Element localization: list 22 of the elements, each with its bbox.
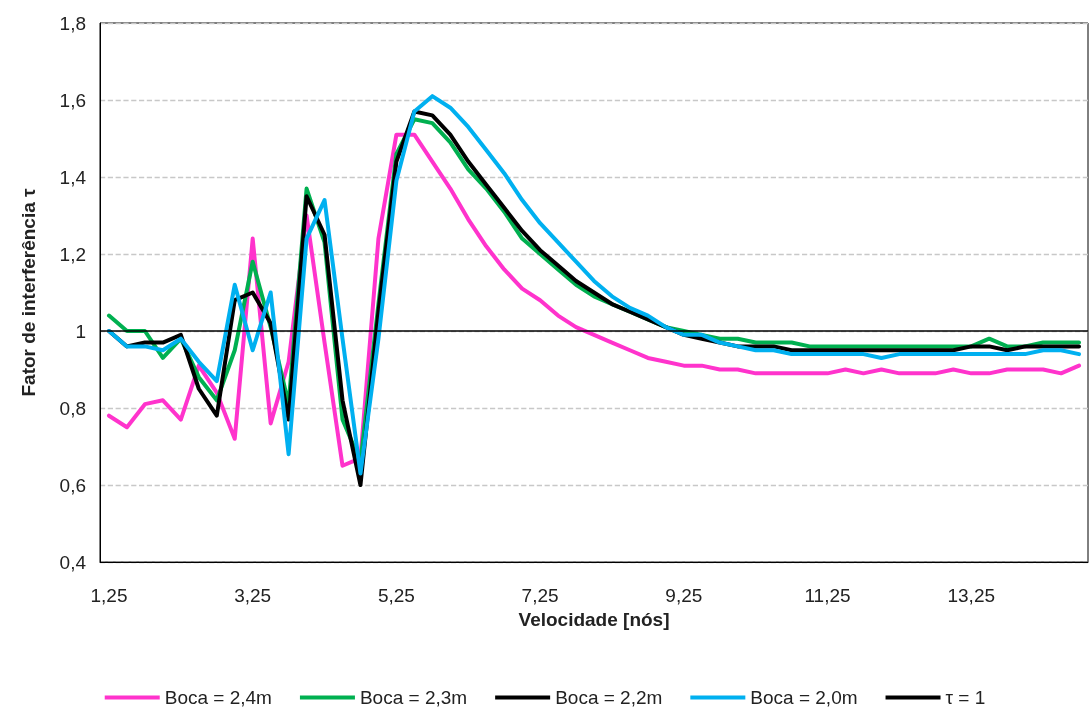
y-tick-label: 1,4 (59, 166, 87, 188)
x-tick-label: 7,25 (521, 585, 559, 606)
y-tick-label: 1 (75, 320, 86, 342)
x-tick-label: 9,25 (665, 585, 703, 606)
legend-label: τ = 1 (945, 687, 986, 708)
y-axis-title: Fator de interferência τ (18, 187, 39, 397)
y-tick-label: 1,8 (59, 12, 86, 34)
y-tick-label: 0,8 (59, 397, 86, 419)
legend-label: Boca = 2,4m (164, 687, 272, 708)
y-tick-label: 0,6 (59, 474, 86, 496)
x-tick-label: 13,25 (947, 585, 996, 606)
y-tick-label: 1,6 (59, 89, 86, 111)
x-axis-title: Velocidade [nós] (518, 609, 670, 630)
legend-label: Boca = 2,2m (555, 687, 663, 708)
legend-label: Boca = 2,3m (359, 687, 468, 708)
legend-label: Boca = 2,0m (750, 687, 858, 708)
y-tick-label: 1,2 (59, 243, 86, 265)
x-tick-label: 1,25 (90, 585, 128, 606)
x-tick-label: 5,25 (377, 585, 415, 606)
x-tick-label: 3,25 (234, 585, 272, 606)
x-tick-label: 11,25 (804, 585, 851, 606)
y-tick-label: 0,4 (59, 551, 87, 573)
